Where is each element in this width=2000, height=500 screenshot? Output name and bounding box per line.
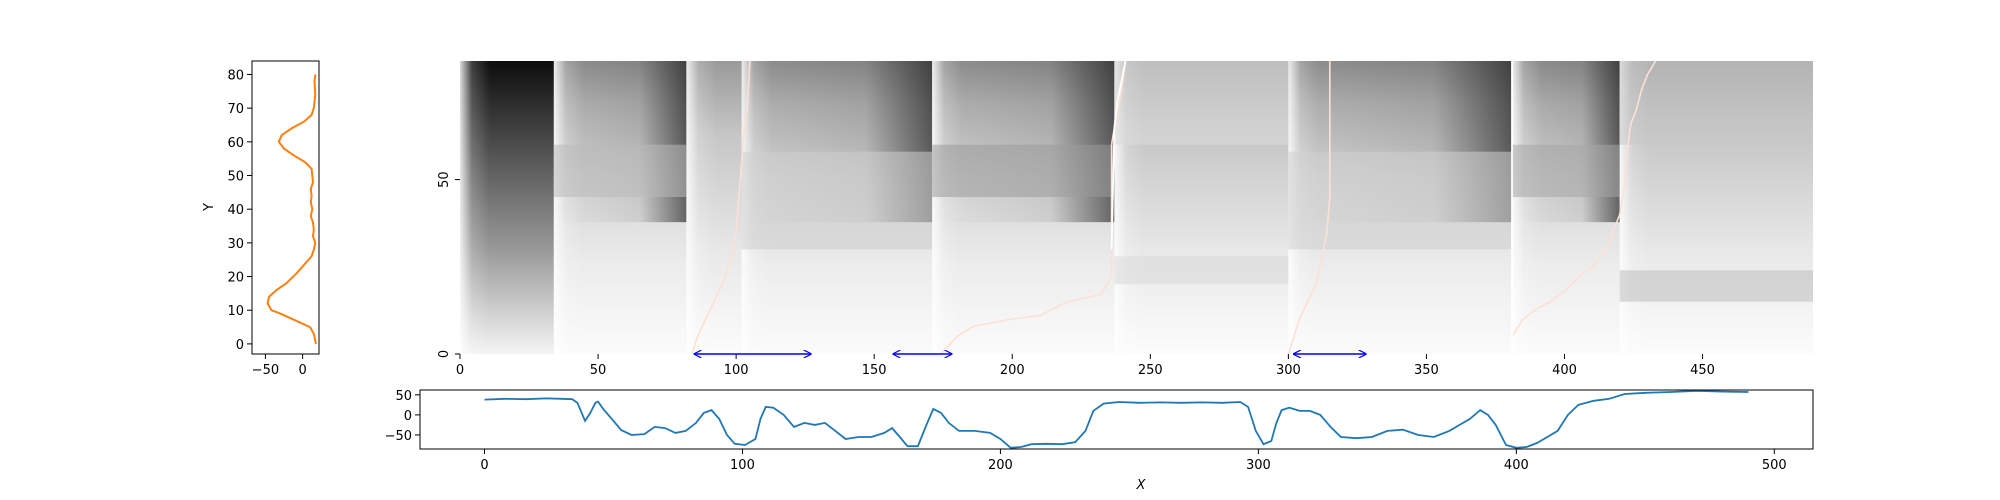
- heatmap-band: [553, 144, 687, 198]
- bottom-xtick-label: 500: [1762, 458, 1787, 473]
- heatmap-band: [1619, 270, 1813, 302]
- left-profile-axes: 0 10 20 30 40 50 60 70 80 −50 0 Y: [202, 60, 320, 378]
- heatmap-segment-edge: [686, 61, 717, 354]
- left-ytick-label: 40: [227, 203, 244, 218]
- bottom-profile-xlabel: X: [1136, 478, 1147, 493]
- left-ytick-label: 10: [227, 304, 244, 319]
- heatmap-ytick-label: 50: [437, 171, 452, 188]
- heatmap-band: [1619, 61, 1813, 145]
- heatmap-xtick-label: 350: [1414, 363, 1439, 378]
- heatmap-bright-line: [1110, 61, 1127, 250]
- heatmap-segment-edge: [460, 61, 490, 354]
- heatmap-segment-edge: [932, 61, 963, 354]
- heatmap-band: [1288, 151, 1513, 250]
- bottom-profile-frame: [419, 389, 1814, 450]
- heatmap-axes: 0 50 100 150 200 250 300 350 400 450 0 50: [437, 61, 1813, 378]
- heatmap-band: [1512, 144, 1620, 198]
- heatmap-xtick-label: 150: [862, 363, 887, 378]
- left-profile-line: [266, 74, 317, 345]
- left-ytick-label: 80: [227, 68, 244, 83]
- bottom-xtick-label: 200: [988, 458, 1013, 473]
- bottom-xtick-label: 300: [1246, 458, 1271, 473]
- left-ytick-label: 20: [227, 271, 244, 286]
- bottom-ytick-label: −50: [385, 429, 412, 444]
- heatmap-xtick-label: 200: [1000, 363, 1025, 378]
- heatmap-path: [939, 61, 1127, 354]
- heatmap-band: [741, 151, 933, 250]
- left-xtick-label: 0: [298, 363, 306, 378]
- heatmap-path: [1511, 61, 1657, 354]
- left-ytick-label: 50: [227, 170, 244, 185]
- left-profile-ylabel: Y: [202, 203, 217, 212]
- bottom-xtick-label: 0: [480, 458, 488, 473]
- bottom-xtick-label: 400: [1504, 458, 1529, 473]
- bottom-xtick-label: 100: [730, 458, 755, 473]
- heatmap-band: [932, 144, 1115, 198]
- heatmap-xtick-label: 100: [724, 363, 749, 378]
- heatmap-band: [1114, 256, 1289, 285]
- heatmap-xtick-label: 250: [1138, 363, 1163, 378]
- heatmap-xtick-label: 0: [456, 363, 464, 378]
- heatmap-xtick-label: 450: [1690, 363, 1715, 378]
- heatmap-segment-edge: [1512, 61, 1543, 354]
- left-xtick-label: −50: [252, 363, 279, 378]
- bottom-ytick-label: 0: [404, 409, 412, 424]
- heatmap-path: [691, 61, 751, 354]
- left-ytick-label: 70: [227, 102, 244, 117]
- left-profile-frame: [251, 60, 320, 355]
- bottom-ytick-label: 50: [395, 389, 412, 404]
- left-ytick-label: 60: [227, 136, 244, 151]
- heatmap-segment-edge: [553, 61, 584, 354]
- heatmap-xtick-label: 50: [590, 363, 607, 378]
- heatmap-path: [1287, 61, 1331, 354]
- left-ytick-label: 0: [236, 338, 244, 353]
- bottom-profile-line: [484, 390, 1749, 449]
- heatmap-band: [1114, 61, 1289, 145]
- heatmap-xtick-label: 400: [1552, 363, 1577, 378]
- heatmap-ytick-label: 0: [437, 350, 452, 358]
- heatmap-xtick-label: 300: [1276, 363, 1301, 378]
- left-ytick-label: 30: [227, 237, 244, 252]
